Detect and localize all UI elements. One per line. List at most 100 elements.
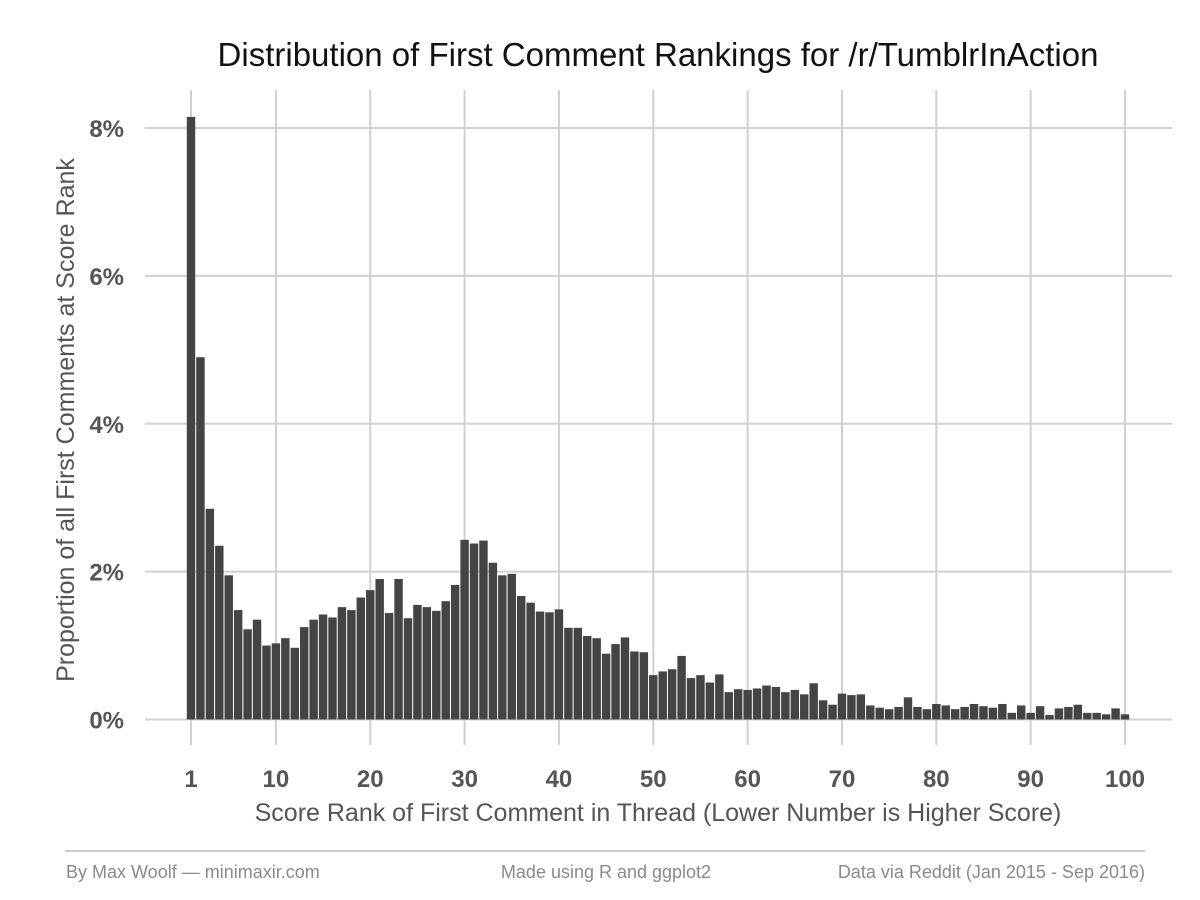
- y-tick-label: 6%: [89, 264, 124, 291]
- bar: [356, 597, 366, 720]
- bar: [309, 619, 318, 720]
- y-axis-title: Proportion of all First Comments at Scor…: [52, 158, 80, 682]
- bar: [1064, 706, 1073, 720]
- bar: [932, 703, 941, 720]
- bar: [800, 694, 809, 720]
- bar: [1007, 712, 1016, 720]
- y-tick-label: 4%: [89, 412, 124, 439]
- bars: [186, 116, 1130, 720]
- bar: [1054, 708, 1064, 720]
- bar: [1092, 712, 1101, 720]
- bar: [705, 682, 715, 720]
- bar: [1111, 708, 1120, 720]
- x-tick-label: 100: [1105, 766, 1145, 793]
- x-tick-labels: 1 10 20 30 40 50 60 70 80 90 100: [184, 766, 1145, 793]
- bar: [875, 707, 884, 720]
- bar: [516, 596, 526, 720]
- bar: [969, 703, 979, 720]
- bar: [743, 689, 752, 720]
- bar: [441, 601, 450, 720]
- bar: [611, 644, 620, 720]
- bar: [733, 689, 743, 720]
- bar: [866, 705, 875, 720]
- bar: [186, 116, 196, 720]
- bar: [884, 709, 894, 720]
- bar: [950, 709, 960, 720]
- x-tick-label: 90: [1017, 766, 1044, 793]
- bar: [224, 575, 233, 720]
- bar: [894, 706, 903, 720]
- y-tick-label: 2%: [89, 560, 124, 587]
- bar: [488, 562, 498, 720]
- bar: [592, 638, 601, 720]
- bar: [649, 675, 658, 720]
- x-tick-label: 40: [546, 766, 573, 793]
- bar: [299, 627, 309, 720]
- bar: [403, 618, 413, 720]
- bar: [413, 604, 422, 720]
- footer-author: By Max Woolf — minimaxir.com: [66, 862, 320, 882]
- bar: [460, 539, 469, 720]
- footer-source: Data via Reddit (Jan 2015 - Sep 2016): [838, 862, 1145, 882]
- bar: [941, 705, 950, 720]
- bar: [1120, 714, 1130, 720]
- bar: [583, 635, 592, 720]
- bar: [252, 619, 262, 720]
- bar: [658, 671, 667, 720]
- y-gridlines: [145, 127, 1172, 721]
- bar: [1101, 714, 1111, 720]
- bar: [526, 602, 535, 720]
- bar: [630, 651, 639, 720]
- x-tick-label: 50: [640, 766, 667, 793]
- bar: [337, 607, 347, 720]
- bar: [545, 612, 554, 720]
- bar: [988, 707, 998, 720]
- x-tick-label: 70: [829, 766, 856, 793]
- bar: [620, 637, 630, 720]
- bar: [554, 609, 564, 720]
- bar: [271, 643, 281, 720]
- bar: [922, 709, 932, 720]
- bar: [243, 629, 252, 720]
- bar: [781, 692, 790, 720]
- bar: [394, 579, 403, 720]
- x-tick-label: 1: [184, 766, 197, 793]
- bar: [762, 685, 771, 720]
- bar: [564, 627, 573, 720]
- y-tick-label: 0%: [89, 708, 124, 735]
- bar: [469, 543, 479, 720]
- bar: [828, 704, 837, 720]
- bar: [1017, 705, 1026, 720]
- bar: [281, 638, 290, 720]
- bar: [347, 610, 356, 720]
- x-tick-label: 20: [357, 766, 384, 793]
- bar: [903, 697, 913, 720]
- x-tick-label: 10: [263, 766, 290, 793]
- bar: [809, 683, 818, 720]
- bar: [196, 357, 205, 720]
- bar: [677, 655, 686, 720]
- bar: [696, 675, 705, 720]
- bar: [818, 700, 828, 720]
- bar: [913, 706, 922, 720]
- bar: [752, 688, 762, 720]
- bar: [384, 613, 394, 720]
- bar: [507, 573, 516, 720]
- bar: [601, 653, 611, 720]
- x-tick-label: 60: [734, 766, 761, 793]
- bar: [318, 614, 328, 720]
- bar: [639, 652, 649, 720]
- y-tick-labels: 0% 2% 4% 6% 8%: [89, 116, 124, 735]
- bar: [724, 692, 733, 720]
- bar: [422, 607, 432, 720]
- bar: [837, 693, 847, 720]
- x-axis-title: Score Rank of First Comment in Thread (L…: [255, 799, 1062, 827]
- bar: [375, 579, 384, 720]
- bar: [535, 611, 545, 720]
- bar: [715, 674, 724, 720]
- bar: [262, 645, 271, 720]
- x-tick-label: 30: [451, 766, 478, 793]
- x-tick-label: 80: [923, 766, 950, 793]
- bar: [790, 689, 800, 720]
